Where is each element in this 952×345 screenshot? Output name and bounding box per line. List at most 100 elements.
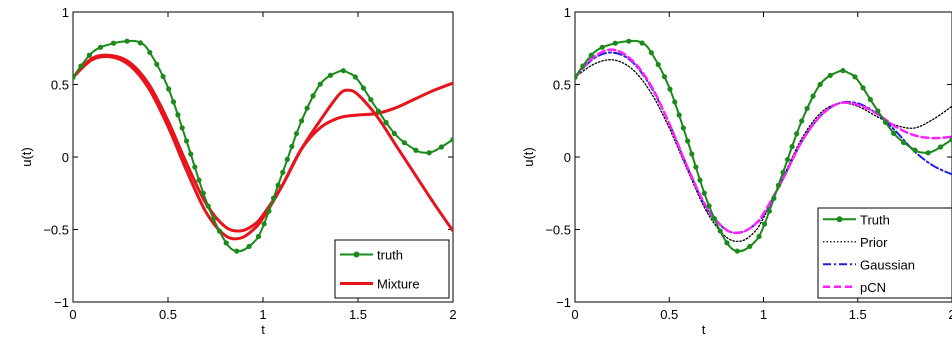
legend-box <box>817 207 952 299</box>
data-point <box>293 130 300 137</box>
series-line-prior <box>575 59 952 243</box>
legend-label: Prior <box>860 235 888 250</box>
data-point <box>223 240 229 246</box>
data-point <box>672 99 678 105</box>
data-point <box>667 86 673 92</box>
data-point <box>717 228 723 234</box>
data-point <box>210 216 217 222</box>
data-point <box>575 74 578 80</box>
data-point <box>280 169 286 175</box>
data-point <box>711 215 717 222</box>
data-point <box>860 85 866 91</box>
data-point <box>426 150 432 156</box>
x-tick-label: 0 <box>571 307 578 322</box>
y-tick-label: −1 <box>556 295 571 310</box>
y-tick-label: 1 <box>564 5 571 20</box>
x-tick-label: 0 <box>69 307 76 322</box>
x-tick-label: 0.5 <box>660 307 678 322</box>
data-point <box>255 233 262 240</box>
series-line-gaussian <box>575 51 952 234</box>
data-point <box>701 190 707 196</box>
legend: Truth Prior Gaussian pCN <box>817 207 952 299</box>
y-tick-label: 0 <box>62 150 69 165</box>
data-point <box>588 52 594 58</box>
data-point <box>438 144 445 150</box>
data-point <box>179 125 185 131</box>
data-point <box>804 105 810 112</box>
legend-marker <box>353 251 360 258</box>
data-point <box>401 140 407 146</box>
data-point <box>655 61 661 68</box>
data-point <box>706 203 712 209</box>
y-axis-label: u(t) <box>521 147 536 167</box>
data-point <box>352 74 358 80</box>
data-point <box>360 85 367 91</box>
y-axis-label: u(t) <box>19 147 34 167</box>
x-tick-label: 1.5 <box>349 307 367 322</box>
data-point <box>810 93 816 99</box>
data-point <box>817 81 823 88</box>
legend-label: Gaussian <box>860 257 915 272</box>
data-point <box>284 156 290 162</box>
data-point <box>289 143 295 150</box>
data-point <box>216 228 222 234</box>
data-point <box>270 195 277 201</box>
series-group <box>575 38 952 254</box>
data-point <box>327 72 334 78</box>
series-line-mixture <box>73 53 453 233</box>
data-point <box>175 112 181 118</box>
data-point <box>137 40 144 46</box>
data-point <box>891 130 897 136</box>
data-point <box>160 73 166 80</box>
data-point <box>580 63 586 69</box>
legend-box <box>334 239 450 299</box>
chart-panel-2: 0 0.5 1 1.5 2 −1 −0.5 0 0.5 1 t u(t) Truth Prior Gauss… <box>521 5 952 337</box>
data-point <box>166 86 172 92</box>
data-point <box>867 96 873 103</box>
data-point <box>799 118 805 124</box>
data-point <box>391 130 397 136</box>
data-point <box>299 118 305 124</box>
data-point <box>775 182 782 188</box>
data-point <box>827 72 833 79</box>
legend-label: truth <box>377 248 403 263</box>
x-tick-label: 2 <box>948 307 952 322</box>
data-point <box>170 99 177 105</box>
y-tick-label: 0.5 <box>553 78 571 93</box>
data-point <box>784 156 791 163</box>
data-point <box>794 131 800 137</box>
data-point <box>639 40 645 46</box>
data-point <box>734 248 740 254</box>
data-point <box>612 40 618 46</box>
data-point <box>680 125 686 131</box>
legend: truth Mixture <box>334 239 450 299</box>
data-point <box>599 44 605 50</box>
data-point <box>183 138 190 144</box>
data-point <box>693 164 699 170</box>
x-axis-label: t <box>702 322 706 337</box>
data-point <box>852 74 858 80</box>
data-point <box>689 151 695 157</box>
data-point <box>97 44 104 50</box>
y-tick-label: 1 <box>62 5 69 20</box>
data-point <box>626 38 632 44</box>
data-point <box>648 50 654 56</box>
data-point <box>86 52 92 58</box>
data-point <box>317 81 323 87</box>
data-point <box>875 108 881 114</box>
x-tick-label: 0.5 <box>159 307 177 322</box>
series-group <box>73 38 453 254</box>
x-tick-label: 1 <box>760 307 767 322</box>
data-point <box>261 221 267 227</box>
data-point <box>266 208 272 214</box>
data-point <box>724 240 730 246</box>
x-axis-label: t <box>261 322 265 337</box>
data-point <box>661 74 668 80</box>
data-point <box>840 68 846 74</box>
data-point <box>685 138 691 144</box>
data-point <box>413 147 419 153</box>
data-point <box>304 105 310 111</box>
data-point <box>246 243 252 250</box>
